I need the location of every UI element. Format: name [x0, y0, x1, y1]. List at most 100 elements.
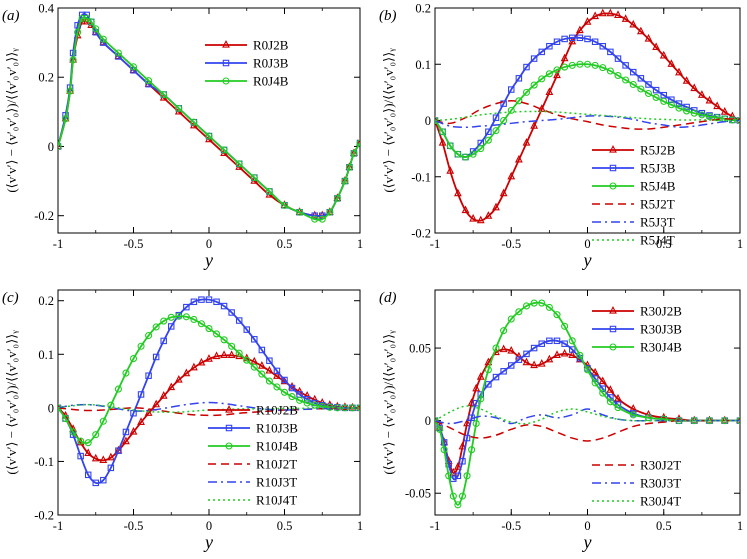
data-point-R5J2B — [598, 8, 607, 17]
x-tick-label: -0.5 — [501, 237, 521, 251]
data-point-R5J4B — [713, 114, 721, 122]
data-point-R0J2B — [333, 193, 342, 202]
data-point-R30J2B — [476, 372, 485, 380]
x-tick-label: 0 — [584, 519, 590, 533]
data-point-R5J4B — [583, 60, 592, 68]
panel-c: -1 -0.5 0 0.5 1 -0.2 -0.1 0 0.1 0.2 y (⟨v′v′⟩ − ⟨v′… — [2, 289, 363, 552]
data-point-R10J2B — [91, 453, 100, 462]
y-tick-label: 0.1 — [415, 58, 431, 72]
data-point-R30J3B — [507, 362, 515, 369]
data-point-R10J4B — [129, 355, 138, 363]
x-tick-label: -0.5 — [124, 519, 144, 533]
data-point-R30J4B — [515, 308, 523, 316]
data-point-R10J3B — [152, 353, 160, 361]
data-point-R5J4B — [667, 101, 675, 109]
y-tick-label: 0.4 — [38, 2, 54, 16]
data-point-R5J2B — [728, 111, 737, 120]
data-point-R10J4B — [235, 349, 243, 357]
data-point-R10J4B — [167, 313, 175, 321]
data-point-R30J3B — [553, 337, 561, 345]
data-point-R5J2B — [636, 26, 645, 35]
data-point-R30J2B — [453, 462, 462, 470]
legend-label-R5J2T: R5J2T — [640, 197, 675, 212]
data-point-R30J2B — [463, 418, 471, 427]
data-point-R0J4B — [311, 215, 319, 223]
legend-marker-R0J4B — [222, 77, 230, 85]
data-point-R30J2B — [507, 345, 516, 354]
data-point-R5J2B — [575, 25, 584, 34]
data-point-R10J4B — [228, 342, 236, 350]
data-point-R30J4B — [445, 472, 453, 480]
data-point-R10J2B — [174, 374, 183, 383]
x-axis-label: y — [582, 250, 592, 270]
legend-label-R5J3B: R5J3B — [640, 161, 676, 176]
y-tick-label: -0.2 — [34, 209, 54, 223]
data-point-R5J2B — [690, 83, 699, 92]
data-point-R10J2B — [144, 408, 153, 416]
data-point-R0J4B — [296, 208, 304, 216]
x-tick-label: 0.5 — [277, 519, 293, 533]
legend-label-R0J2B: R0J2B — [253, 38, 289, 53]
legend-marker-R5J2B — [609, 144, 617, 153]
x-tick-label: -0.5 — [501, 519, 521, 533]
data-point-R30J2B — [568, 350, 577, 358]
data-point-R0J4B — [87, 18, 95, 26]
panel-label: (d) — [379, 290, 397, 306]
legend: R5J2B R5J3B R5J4B R5J2T R5J3T R5J4T — [592, 143, 676, 248]
data-point-R10J2B — [341, 402, 349, 410]
data-point-R30J4B — [507, 315, 515, 323]
legend-label-R10J4T: R10J4T — [256, 493, 297, 508]
data-point-R5J2B — [659, 50, 668, 59]
series-line-R10J4B — [58, 315, 360, 445]
y-tick-label: 0 — [425, 414, 431, 428]
data-point-R10J2B — [190, 362, 198, 371]
legend-label-R30J3T: R30J3T — [640, 476, 681, 491]
data-point-R10J3B — [220, 302, 228, 310]
data-point-R5J2B — [652, 42, 661, 51]
data-point-R0J4B — [160, 90, 168, 99]
data-point-R10J4B — [288, 393, 296, 401]
data-point-R5J4B — [522, 88, 531, 96]
data-point-R5J3B — [629, 68, 637, 76]
x-tick-label: 1 — [737, 237, 743, 251]
data-point-R0J4B — [69, 56, 77, 64]
data-point-R0J2B — [356, 137, 360, 146]
data-point-R10J3B — [107, 464, 115, 472]
data-point-R30J2B — [614, 393, 622, 402]
data-point-R5J3B — [553, 38, 561, 45]
data-point-R5J2B — [644, 33, 653, 42]
legend-marker-R30J2B — [609, 305, 617, 314]
legend-label-R10J2T: R10J2T — [256, 457, 297, 472]
data-point-R30J4B — [599, 389, 607, 397]
series-group — [435, 8, 740, 224]
data-point-R10J3B — [77, 452, 84, 460]
data-point-R0J4B — [190, 118, 198, 126]
data-point-R5J4B — [469, 150, 477, 158]
panel-label: (b) — [379, 8, 397, 24]
data-point-R30J4B — [606, 398, 614, 406]
y-tick-label: -0.2 — [411, 227, 431, 241]
data-point-R10J2B — [303, 391, 312, 399]
data-point-R5J4B — [461, 153, 470, 161]
data-point-R5J3B — [530, 55, 538, 62]
data-point-R0J4B — [205, 132, 213, 140]
data-point-R5J4B — [439, 128, 447, 136]
data-point-R10J3B — [115, 447, 122, 454]
y-axis-label: (⟨v′v′⟩ − ⟨v′₀v′₀⟩)/⟨⟨v′₀v′₀⟩⟩ᵧ — [4, 48, 20, 193]
data-point-R30J4B — [484, 366, 492, 374]
data-point-R0J4B — [350, 149, 358, 157]
data-point-R5J2B — [469, 213, 478, 222]
data-point-R30J2B — [522, 357, 531, 366]
data-point-R5J3B — [523, 63, 530, 71]
x-axis-label: y — [203, 532, 213, 552]
data-point-R5J3B — [614, 55, 622, 62]
y-tick-label: 0 — [425, 114, 431, 128]
data-point-R5J2B — [560, 53, 569, 62]
data-point-R5J2B — [461, 205, 470, 214]
data-point-R10J4B — [160, 317, 168, 325]
data-point-R10J2B — [257, 361, 266, 369]
data-point-R5J2B — [545, 87, 554, 96]
data-point-R10J3B — [258, 346, 266, 354]
x-tick-label: 0 — [584, 237, 590, 251]
data-point-R30J3B — [607, 394, 614, 401]
